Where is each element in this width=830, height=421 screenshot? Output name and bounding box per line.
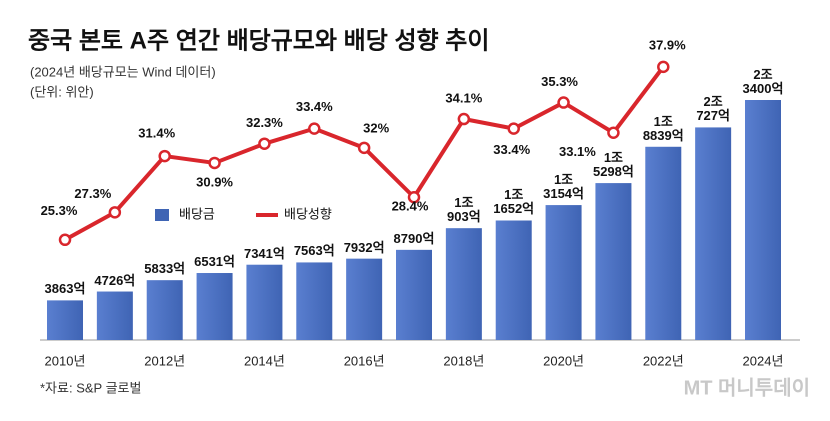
bar: [47, 300, 83, 340]
x-tick-label: 2014년: [244, 353, 285, 368]
line-point: [607, 126, 620, 139]
legend-label: 배당금: [179, 206, 215, 221]
x-tick-label: 2012년: [144, 353, 185, 368]
bar-value-label: 4726억: [94, 272, 136, 288]
line-point: [308, 122, 321, 135]
x-tick-label: 2016년: [344, 353, 385, 368]
bar-value-label: 1조 5298억: [592, 150, 634, 180]
bar-value-label: 1조 3154억: [543, 172, 584, 202]
unit-note: (단위: 위안): [30, 84, 94, 99]
line-point: [108, 206, 122, 219]
bar-value-label: 2조 727억: [696, 94, 730, 124]
line-point: [407, 191, 421, 204]
bar: [346, 258, 383, 340]
line-point: [158, 149, 171, 163]
line-value-label: 37.9%: [649, 37, 686, 52]
bar: [445, 228, 482, 340]
bar-value-label: 5833억: [144, 261, 186, 277]
chart-title: 중국 본토 A주 연간 배당규모와 배당 성향 추이: [28, 27, 489, 54]
bar-value-label: 8790억: [393, 230, 435, 246]
line-value-label: 35.3%: [541, 74, 578, 89]
legend-swatch: [155, 209, 169, 221]
line-point: [58, 233, 72, 247]
bar: [595, 183, 632, 340]
line-value-label: 33.4%: [296, 99, 333, 114]
line-point: [657, 60, 670, 74]
bar-value-label: 1조 903억: [447, 195, 481, 225]
bar-value-label: 3863억: [44, 281, 86, 297]
bar-value-label: 7341억: [243, 245, 285, 261]
line-value-label: 33.1%: [559, 144, 596, 159]
watermark: MT 머니투데이: [684, 376, 810, 399]
line-point: [208, 156, 221, 170]
bar: [196, 273, 233, 340]
bar-value-label: 7932억: [343, 239, 385, 255]
line-value-label: 31.4%: [138, 126, 175, 141]
bar: [645, 146, 682, 340]
line-point: [357, 141, 371, 155]
line-value-label: 32%: [363, 120, 389, 135]
line-value-label: 30.9%: [196, 174, 233, 189]
legend-label: 배당성향: [284, 206, 332, 221]
x-tick-label: 2024년: [743, 353, 784, 368]
line-value-label: 27.3%: [74, 186, 111, 201]
x-tick-label: 2022년: [643, 353, 684, 368]
line-value-label: 33.4%: [493, 142, 530, 157]
bar-value-label: 1조 1652억: [493, 187, 535, 217]
x-tick-label: 2018년: [443, 353, 484, 368]
subtitle: (2024년 배당규모는 Wind 데이터): [30, 64, 216, 79]
bar-value-label: 2조 3400억: [742, 67, 784, 96]
bar: [96, 291, 133, 340]
line-point: [507, 122, 520, 135]
bar: [695, 127, 732, 341]
bar: [296, 262, 333, 340]
line-value-label: 25.3%: [41, 203, 78, 218]
bar: [146, 280, 183, 340]
line-value-label: 28.4%: [392, 199, 429, 214]
bar: [745, 100, 781, 340]
x-tick-label: 2010년: [45, 353, 86, 368]
bar-value-label: 7563억: [293, 243, 335, 259]
bar: [545, 205, 582, 340]
source: *자료: S&P 글로벌: [40, 380, 141, 395]
bar: [495, 220, 532, 340]
x-tick-label: 2020년: [543, 353, 584, 368]
line-value-label: 32.3%: [246, 115, 283, 130]
bar-value-label: 1조 8839억: [642, 113, 684, 143]
bar-value-label: 6531억: [194, 254, 235, 269]
line-point: [557, 96, 570, 109]
bar: [246, 264, 283, 340]
line-point: [258, 137, 271, 150]
bar: [396, 249, 432, 340]
line-point: [457, 112, 471, 126]
line-value-label: 34.1%: [445, 90, 482, 105]
